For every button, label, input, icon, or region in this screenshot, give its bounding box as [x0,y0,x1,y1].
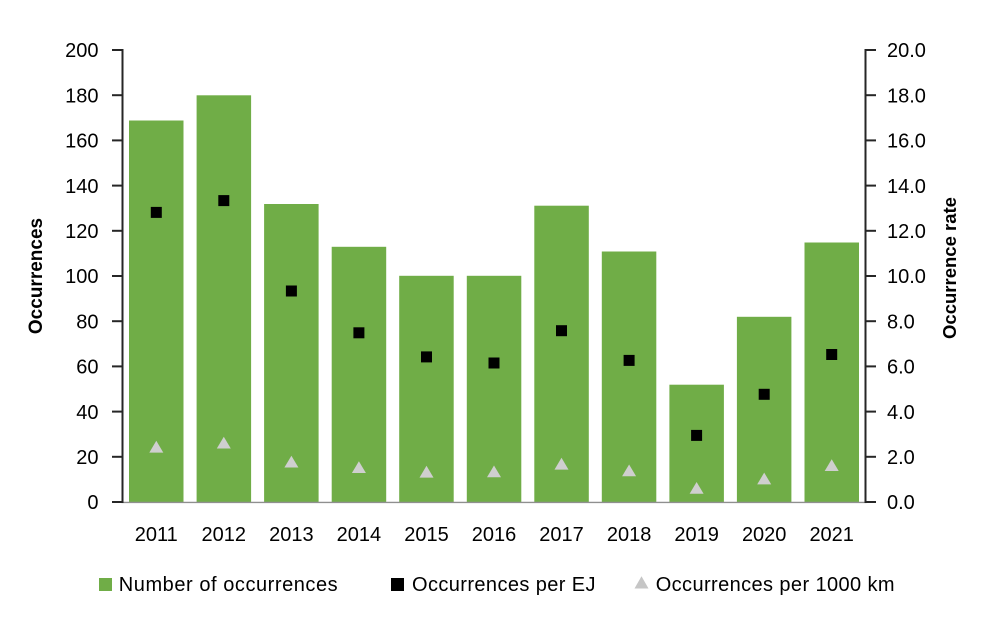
svg-text:20: 20 [76,447,98,469]
svg-text:40: 40 [76,402,98,424]
svg-text:Number of occurrences: Number of occurrences [119,574,338,596]
svg-text:100: 100 [65,266,98,288]
svg-text:2013: 2013 [269,524,314,546]
svg-text:6.0: 6.0 [887,357,915,379]
svg-text:14.0: 14.0 [887,176,926,198]
svg-text:2020: 2020 [742,524,787,546]
svg-text:180: 180 [65,85,98,107]
svg-text:2016: 2016 [472,524,517,546]
svg-text:2015: 2015 [404,524,449,546]
svg-text:Occurrences: Occurrences [26,218,47,334]
svg-text:16.0: 16.0 [887,131,926,153]
svg-text:160: 160 [65,131,98,153]
svg-text:2017: 2017 [539,524,584,546]
svg-text:120: 120 [65,221,98,243]
svg-text:2021: 2021 [809,524,854,546]
svg-text:2019: 2019 [674,524,719,546]
svg-text:Occurrences per EJ: Occurrences per EJ [412,574,596,596]
svg-text:60: 60 [76,357,98,379]
svg-text:2018: 2018 [607,524,652,546]
svg-text:80: 80 [76,311,98,333]
svg-text:2.0: 2.0 [887,447,915,469]
svg-text:10.0: 10.0 [887,266,926,288]
svg-text:0.0: 0.0 [887,492,915,514]
svg-text:Occurrences per 1000 km: Occurrences per 1000 km [656,574,895,596]
svg-text:140: 140 [65,176,98,198]
svg-text:4.0: 4.0 [887,402,915,424]
svg-text:0: 0 [87,492,98,514]
svg-text:20.0: 20.0 [887,40,926,62]
svg-text:2011: 2011 [135,524,178,546]
svg-text:8.0: 8.0 [887,311,915,333]
svg-text:200: 200 [65,40,98,62]
svg-text:12.0: 12.0 [887,221,926,243]
svg-text:2012: 2012 [202,524,247,546]
svg-text:Occurrence rate: Occurrence rate [939,197,960,339]
svg-text:2014: 2014 [337,524,382,546]
svg-text:18.0: 18.0 [887,85,926,107]
